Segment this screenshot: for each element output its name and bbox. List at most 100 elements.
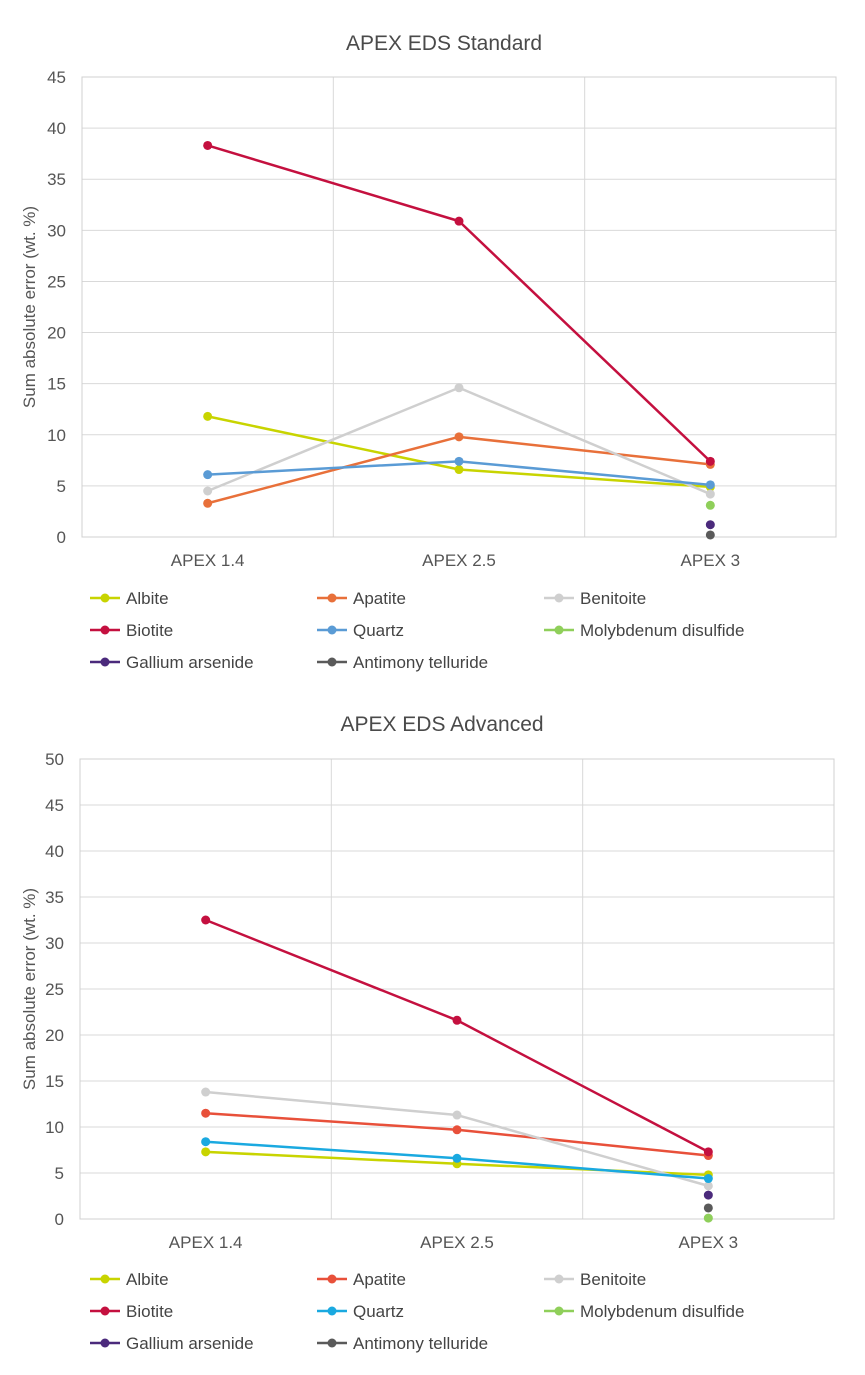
- legend-marker: [327, 1338, 337, 1348]
- legend-marker: [554, 625, 564, 635]
- legend-entry: Albite: [90, 589, 169, 608]
- data-point: [203, 470, 213, 480]
- y-tick-label: 0: [55, 1210, 64, 1229]
- y-tick-label: 15: [45, 1072, 64, 1091]
- series-quartz: [201, 1137, 713, 1184]
- series-albite: [203, 411, 715, 492]
- plot-area-frame: [79, 758, 835, 1220]
- series-gallium-arsenide: [703, 1190, 713, 1200]
- legend-entry: Quartz: [317, 1302, 404, 1321]
- x-tick-label: APEX 3: [681, 551, 741, 570]
- series-molybdenum-disulfide: [705, 500, 715, 510]
- legend-label: Gallium arsenide: [126, 1334, 254, 1353]
- data-point: [703, 1174, 713, 1184]
- y-tick-label: 5: [57, 477, 66, 496]
- data-point: [703, 1190, 713, 1200]
- data-point: [203, 140, 213, 150]
- data-point: [703, 1203, 713, 1213]
- chart-1: APEX EDS Standard Sum absolute error (wt.…: [20, 32, 837, 672]
- legend-label: Benitoite: [580, 1270, 646, 1289]
- legend-label: Albite: [126, 1270, 169, 1289]
- legend-marker: [100, 1306, 110, 1316]
- legend-label: Apatite: [353, 1270, 406, 1289]
- legend-label: Gallium arsenide: [126, 653, 254, 672]
- data-point: [203, 486, 213, 496]
- y-tick-label: 40: [47, 119, 66, 138]
- data-point: [454, 216, 464, 226]
- chart-title: APEX EDS Standard: [346, 32, 542, 55]
- y-tick-label: 25: [47, 272, 66, 291]
- legend-marker: [554, 593, 564, 603]
- legend-label: Benitoite: [580, 589, 646, 608]
- series-line: [205, 1111, 709, 1157]
- y-axis-label: Sum absolute error (wt. %): [20, 206, 39, 408]
- legend-label: Quartz: [353, 621, 404, 640]
- chart-title: APEX EDS Advanced: [340, 713, 543, 736]
- y-tick-label: 10: [45, 1118, 64, 1137]
- legend-entry: Gallium arsenide: [90, 653, 254, 672]
- data-point: [705, 456, 715, 466]
- legend-entry: Molybdenum disulfide: [544, 621, 744, 640]
- series-line: [207, 415, 711, 489]
- legend-label: Biotite: [126, 1302, 173, 1321]
- legend-entry: Quartz: [317, 621, 404, 640]
- data-point: [452, 1110, 462, 1120]
- legend-marker: [100, 625, 110, 635]
- y-tick-label: 25: [45, 980, 64, 999]
- series-antimony-telluride: [703, 1203, 713, 1213]
- data-point: [705, 500, 715, 510]
- legend-marker: [100, 1274, 110, 1284]
- data-point: [201, 915, 211, 925]
- data-point: [703, 1213, 713, 1223]
- y-tick-label: 40: [45, 842, 64, 861]
- series-line: [207, 144, 712, 463]
- legend-entry: Albite: [90, 1270, 169, 1289]
- data-point: [703, 1147, 713, 1157]
- legend-marker: [327, 625, 337, 635]
- legend-marker: [100, 1338, 110, 1348]
- y-tick-label: 35: [45, 888, 64, 907]
- y-tick-label: 45: [45, 796, 64, 815]
- x-tick-label: APEX 3: [679, 1233, 739, 1252]
- legend-label: Antimony telluride: [353, 1334, 488, 1353]
- y-tick-label: 45: [47, 68, 66, 87]
- legend-entry: Antimony telluride: [317, 1334, 488, 1353]
- series-biotite: [203, 140, 715, 466]
- legend-marker: [554, 1306, 564, 1316]
- legend-entry: Biotite: [90, 621, 173, 640]
- x-tick-label: APEX 2.5: [420, 1233, 494, 1252]
- data-point: [203, 411, 213, 421]
- data-point: [705, 520, 715, 530]
- series-antimony-telluride: [705, 530, 715, 540]
- data-point: [201, 1087, 211, 1097]
- series-quartz: [203, 456, 715, 490]
- legend-label: Apatite: [353, 589, 406, 608]
- data-point: [454, 456, 464, 466]
- y-tick-label: 30: [47, 221, 66, 240]
- x-tick-label: APEX 1.4: [171, 551, 245, 570]
- data-point: [452, 1153, 462, 1163]
- y-tick-label: 20: [45, 1026, 64, 1045]
- data-point: [201, 1137, 211, 1147]
- legend-entry: Molybdenum disulfide: [544, 1302, 744, 1321]
- legend-entry: Gallium arsenide: [90, 1334, 254, 1353]
- series-gallium-arsenide: [705, 520, 715, 530]
- legend-marker: [554, 1274, 564, 1284]
- data-point: [452, 1125, 462, 1135]
- y-tick-label: 35: [47, 170, 66, 189]
- chart-2: APEX EDS Advanced Sum absolute error (wt.…: [20, 713, 835, 1353]
- y-tick-label: 10: [47, 426, 66, 445]
- series-benitoite: [201, 1087, 713, 1191]
- legend-label: Antimony telluride: [353, 653, 488, 672]
- y-tick-label: 15: [47, 375, 66, 394]
- y-tick-label: 50: [45, 750, 64, 769]
- data-point: [454, 383, 464, 393]
- data-point: [705, 530, 715, 540]
- legend-entry: Benitoite: [544, 1270, 646, 1289]
- y-tick-label: 20: [47, 324, 66, 343]
- legend-entry: Biotite: [90, 1302, 173, 1321]
- data-point: [203, 498, 213, 508]
- series-albite: [201, 1147, 713, 1180]
- data-point: [703, 1181, 713, 1191]
